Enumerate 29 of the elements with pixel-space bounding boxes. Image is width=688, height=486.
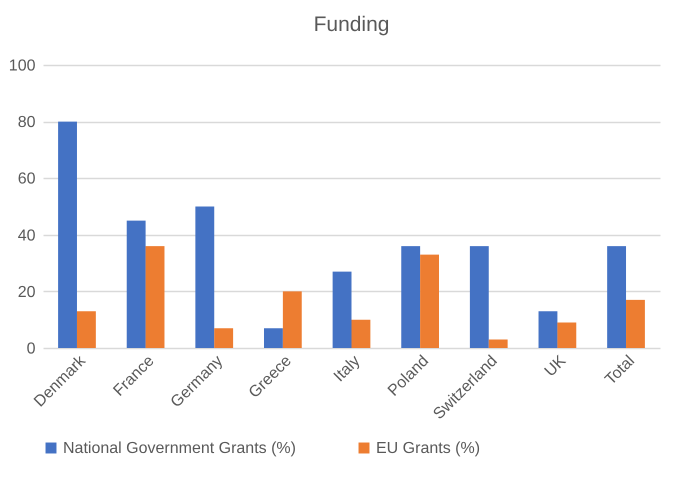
bar (607, 246, 626, 348)
bar (76, 311, 96, 348)
bar (214, 328, 234, 348)
y-tick-label: 20 (18, 284, 36, 301)
legend-label: EU Grants (%) (376, 440, 480, 457)
bar (282, 291, 302, 348)
bar (488, 340, 508, 348)
bar (538, 311, 558, 348)
y-tick-label: 80 (18, 114, 36, 132)
x-tick-label: UK (542, 352, 570, 380)
bar (626, 300, 645, 348)
chart-title: Funding (314, 13, 390, 36)
bar (264, 328, 283, 348)
y-tick-label: 40 (18, 227, 36, 244)
bar (420, 254, 440, 348)
y-tick-label: 60 (18, 170, 36, 188)
y-tick-label: 100 (8, 58, 36, 74)
bar (126, 220, 146, 348)
bar (195, 206, 214, 348)
bar (58, 122, 77, 348)
bar (401, 246, 420, 348)
y-tick-label: 0 (26, 340, 36, 358)
bar (352, 320, 370, 348)
bar (332, 272, 352, 348)
x-tick-label: Italy (330, 352, 364, 386)
bar (146, 246, 164, 348)
legend-label: National Government Grants (%) (63, 440, 296, 457)
bar (557, 322, 576, 348)
bar (470, 246, 489, 348)
